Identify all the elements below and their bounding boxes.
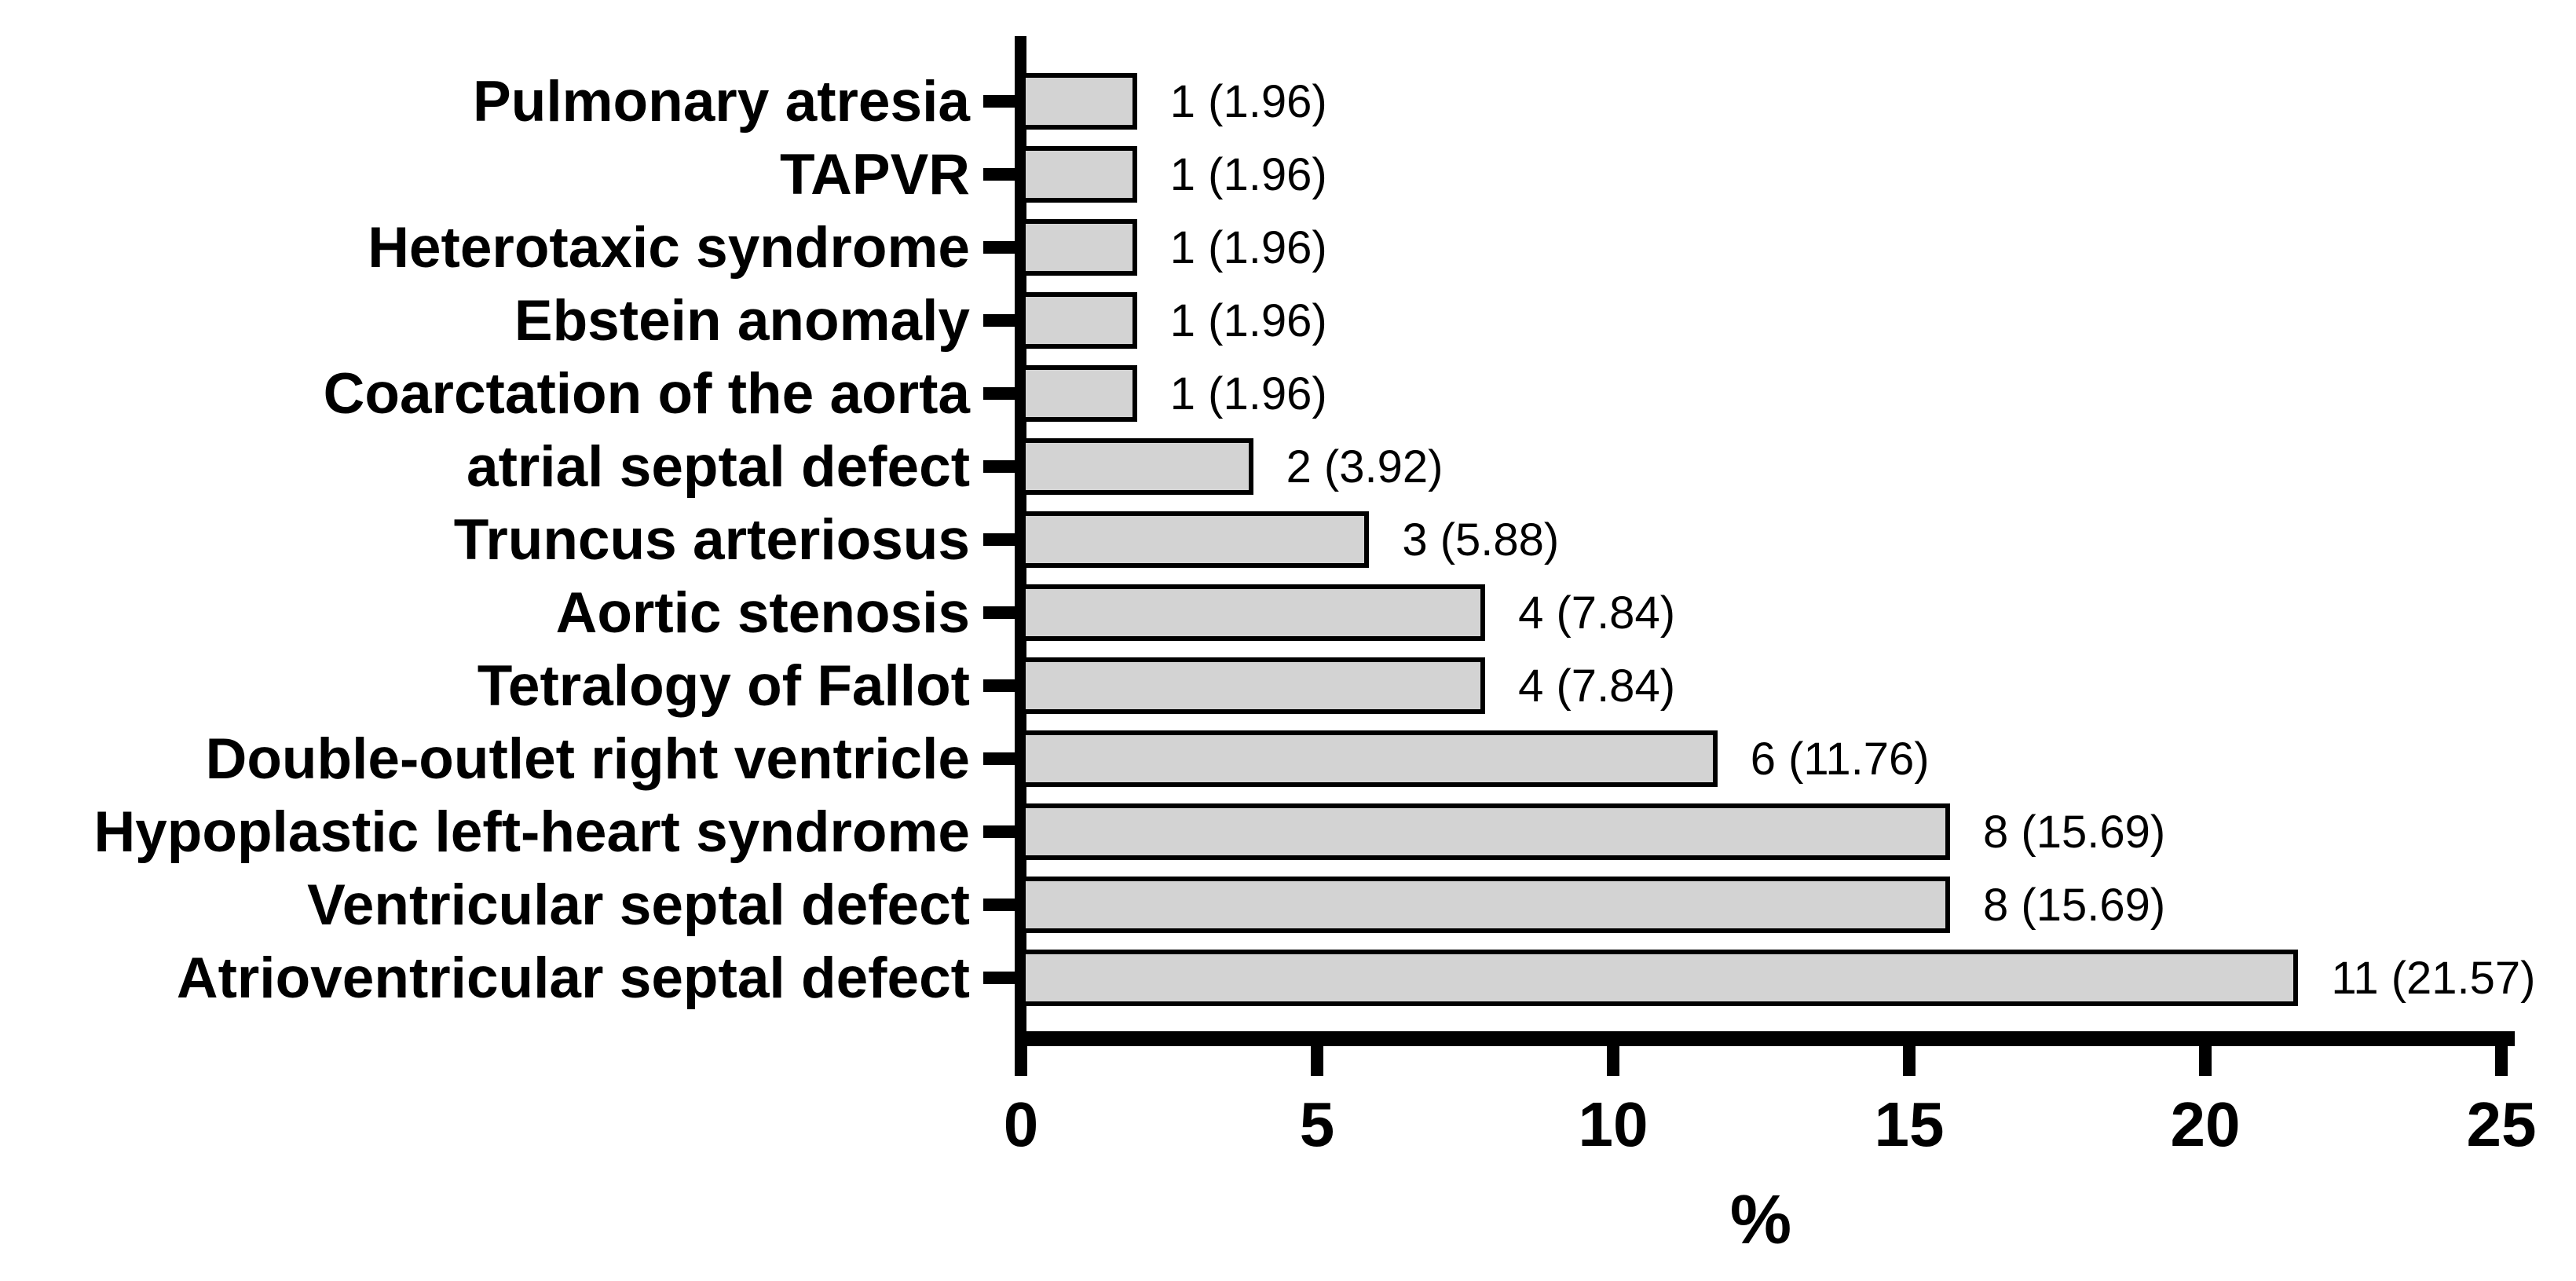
x-axis-tick-label: 15 xyxy=(1874,1089,1945,1159)
category-label: Atrioventricular septal defect xyxy=(176,946,970,1010)
x-axis-tick-label: 25 xyxy=(2466,1089,2537,1159)
category-label: Ventricular septal defect xyxy=(307,873,970,937)
y-axis-tick xyxy=(983,533,1015,546)
bar xyxy=(1021,365,1137,422)
bar-value-label: 1 (1.96) xyxy=(1169,368,1327,419)
bar xyxy=(1021,438,1253,495)
category-label: Hypoplastic left-heart syndrome xyxy=(93,800,970,864)
y-axis-tick xyxy=(983,752,1015,765)
bar xyxy=(1021,877,1951,933)
category-label: Pulmonary atresia xyxy=(473,69,970,134)
x-axis-tick xyxy=(2199,1046,2212,1076)
x-axis-label: % xyxy=(1729,1180,1792,1258)
y-axis-tick xyxy=(983,314,1015,327)
y-axis-tick xyxy=(983,460,1015,473)
x-axis-tick-label: 10 xyxy=(1578,1089,1648,1159)
category-label: Ebstein anomaly xyxy=(514,288,970,353)
y-axis-tick xyxy=(983,899,1015,911)
category-label: Tetralogy of Fallot xyxy=(477,653,970,718)
x-axis-tick xyxy=(2495,1046,2508,1076)
bar xyxy=(1021,219,1137,276)
bar xyxy=(1021,584,1486,641)
bar-value-label: 1 (1.96) xyxy=(1169,221,1327,273)
category-label: Heterotaxic syndrome xyxy=(368,215,970,280)
x-axis-tick-label: 5 xyxy=(1299,1089,1335,1159)
y-axis-tick xyxy=(983,95,1015,108)
bar xyxy=(1021,950,2299,1006)
y-axis-tick xyxy=(983,606,1015,619)
bar-value-label: 1 (1.96) xyxy=(1169,148,1327,200)
x-axis-tick xyxy=(1903,1046,1916,1076)
bar xyxy=(1021,511,1370,568)
bar-value-label: 3 (5.88) xyxy=(1402,514,1560,565)
category-label: atrial septal defect xyxy=(466,434,970,499)
category-label: Coarctation of the aorta xyxy=(323,361,970,426)
bar-value-label: 2 (3.92) xyxy=(1286,441,1444,492)
y-axis-tick xyxy=(983,241,1015,254)
y-axis-tick xyxy=(983,825,1015,838)
y-axis-tick xyxy=(983,168,1015,181)
y-axis-tick xyxy=(983,972,1015,984)
category-label: Truncus arteriosus xyxy=(453,507,970,572)
category-label: Aortic stenosis xyxy=(555,580,970,645)
bar-value-label: 11 (21.57) xyxy=(2331,952,2536,1004)
bar-value-label: 6 (11.76) xyxy=(1750,733,1930,785)
bar xyxy=(1021,73,1137,130)
category-label: TAPVR xyxy=(780,142,970,207)
x-axis-tick-label: 20 xyxy=(2170,1089,2241,1159)
bar-value-label: 8 (15.69) xyxy=(1983,806,2166,858)
x-axis-tick xyxy=(1311,1046,1323,1076)
bar xyxy=(1021,146,1137,203)
bar xyxy=(1021,803,1951,860)
bar xyxy=(1021,292,1137,349)
bar xyxy=(1021,730,1718,787)
bar-value-label: 8 (15.69) xyxy=(1983,879,2166,931)
y-axis-tick xyxy=(983,387,1015,400)
x-axis-line xyxy=(1015,1031,2515,1046)
bar-value-label: 4 (7.84) xyxy=(1518,587,1676,639)
bar-value-label: 1 (1.96) xyxy=(1169,75,1327,127)
bar-value-label: 1 (1.96) xyxy=(1169,295,1327,346)
bar xyxy=(1021,657,1486,714)
x-axis-tick xyxy=(1015,1046,1027,1076)
category-label: Double-outlet right ventricle xyxy=(205,727,970,791)
y-axis-tick xyxy=(983,679,1015,692)
x-axis-tick xyxy=(1607,1046,1619,1076)
x-axis-tick-label: 0 xyxy=(1003,1089,1039,1159)
bar-value-label: 4 (7.84) xyxy=(1518,660,1676,712)
